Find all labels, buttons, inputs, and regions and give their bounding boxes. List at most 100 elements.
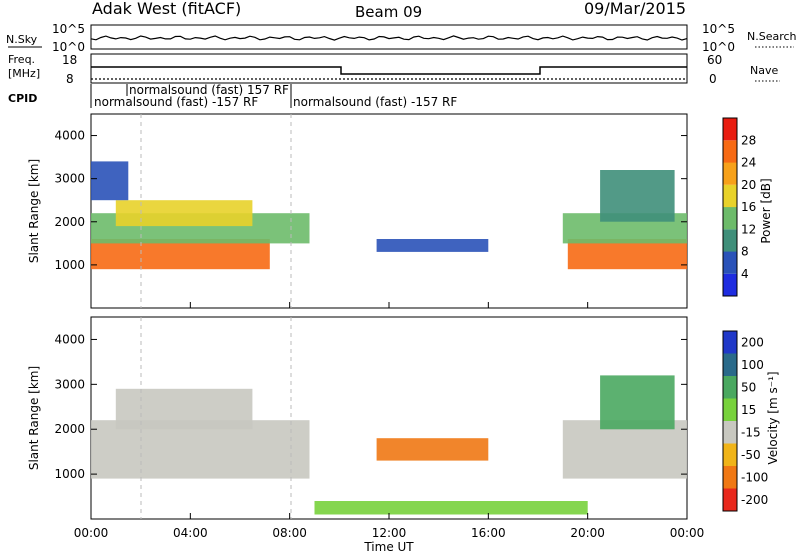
- power-cbar-swatch-2: [723, 251, 737, 274]
- power-cbar-tick-28: 28: [741, 133, 756, 147]
- x-tick-label-3: 12:00: [372, 526, 407, 540]
- freq-right-tick-bottom: 0: [709, 72, 717, 86]
- velocity-region-3: [376, 438, 489, 461]
- x-tick-label-2: 08:00: [272, 526, 307, 540]
- velocity-cbar-tick-100: 100: [741, 358, 764, 372]
- nsky-left-tick-bottom: 10^0: [52, 40, 85, 54]
- freq-right-tick-top: 60: [707, 53, 722, 67]
- velocity-region-4: [562, 420, 687, 479]
- velocity-cbar-swatch-1: [723, 331, 737, 354]
- power-cbar-swatch-4: [723, 207, 737, 230]
- power-region-6: [567, 239, 687, 270]
- power-region-1: [91, 239, 270, 270]
- power-region-8: [600, 170, 675, 222]
- x-tick-label-5: 20:00: [570, 526, 605, 540]
- nsky-label: N.Sky: [6, 33, 38, 46]
- power-panel: 1000 2000 3000 4000 Slant Range [km] 4 8 12 16…: [27, 113, 773, 309]
- power-ytick-label-1000: 1000: [54, 258, 85, 272]
- power-cbar-tick-24: 24: [741, 156, 756, 170]
- power-cbar-swatch-6: [723, 162, 737, 185]
- velocity-cbar-frame: [722, 330, 738, 512]
- power-cbar-swatch-8: [723, 118, 737, 141]
- velocity-cbar-tick-15: 15: [741, 403, 756, 417]
- nsky-panel: N.Sky 10^5 10^0 10^5 10^0 N.Search: [6, 22, 797, 54]
- velocity-region-5: [600, 375, 675, 430]
- x-tick-label-1: 04:00: [173, 526, 208, 540]
- cpid-strip: CPID normalsound (fast) 157 RF normalsou…: [8, 83, 457, 109]
- velocity-region-6: [314, 501, 588, 515]
- power-cbar-tick-4: 4: [741, 267, 749, 281]
- x-tick-label-0: 00:00: [74, 526, 109, 540]
- power-cbar-tick-20: 20: [741, 178, 756, 192]
- cpid-entry-2: normalsound (fast) -157 RF: [94, 95, 258, 109]
- nsearch-label: N.Search: [747, 30, 797, 43]
- velocity-region-2: [115, 388, 253, 430]
- velocity-cbar-tick--50: -50: [741, 448, 761, 462]
- power-ytick-label-3000: 3000: [54, 172, 85, 186]
- power-region-5: [376, 239, 489, 252]
- power-ytick-label-4000: 4000: [54, 129, 85, 143]
- velocity-cbar-tick--200: -200: [741, 493, 768, 507]
- velocity-ytick-label-1000: 1000: [54, 467, 85, 481]
- power-cbar-swatch-1: [723, 273, 737, 297]
- velocity-cbar-swatch-6: [723, 443, 737, 466]
- velocity-cbar-tick--100: -100: [741, 470, 768, 484]
- velocity-colorbar: 200 100 50 15 -15 -50 -100 -200: [722, 330, 768, 512]
- velocity-cbar-swatch-2: [723, 353, 737, 376]
- velocity-cbar-tick--15: -15: [741, 425, 761, 439]
- cpid-label: CPID: [8, 92, 37, 105]
- power-cbar-tick-8: 8: [741, 245, 749, 259]
- nsky-right-tick-bottom: 10^0: [702, 40, 735, 54]
- x-tick-label-4: 16:00: [471, 526, 506, 540]
- nsky-trace: [90, 35, 688, 41]
- power-region-4: [91, 161, 129, 201]
- freq-label-2: [MHz]: [8, 67, 40, 80]
- power-ytick-label-2000: 2000: [54, 215, 85, 229]
- x-axis-label: Time UT: [363, 540, 414, 554]
- power-cbar-swatch-3: [723, 229, 737, 252]
- velocity-cbar-swatch-5: [723, 421, 737, 444]
- power-heatmap: [91, 161, 687, 270]
- x-tick-label-6: 00:00: [670, 526, 705, 540]
- power-cbar-frame: [722, 117, 738, 297]
- power-cbar-swatch-5: [723, 184, 737, 208]
- velocity-ylabel: Slant Range [km]: [27, 366, 41, 470]
- x-axis: 00:00 04:00 08:00 12:00 16:00 20:00 00:00: [74, 302, 705, 540]
- cpid-entry-3: normalsound (fast) -157 RF: [293, 95, 457, 109]
- station-title: Adak West (fitACF): [92, 0, 241, 18]
- velocity-region-1: [91, 420, 310, 479]
- power-cbar-swatch-7: [723, 140, 737, 163]
- freq-frame: [90, 53, 688, 84]
- beam-title: Beam 09: [355, 3, 422, 21]
- velocity-cbar-swatch-4: [723, 398, 737, 421]
- velocity-heatmap: [91, 375, 687, 515]
- freq-left-tick-top: 18: [62, 53, 77, 67]
- nsky-frame: [90, 24, 688, 50]
- power-cbar-label: Power [dB]: [759, 178, 773, 243]
- velocity-cbar-label: Velocity [m s⁻¹]: [766, 371, 780, 464]
- cpid-entry-1: normalsound (fast) 157 RF: [129, 83, 289, 97]
- velocity-cbar-swatch-7: [723, 466, 737, 489]
- nave-label: Nave: [750, 64, 778, 77]
- velocity-cbar-swatch-8: [723, 488, 737, 511]
- nsky-left-tick-top: 10^5: [52, 22, 85, 36]
- date-title: 09/Mar/2015: [584, 0, 686, 18]
- freq-label-1: Freq.: [8, 53, 35, 66]
- velocity-cbar-swatch-3: [723, 376, 737, 399]
- nsky-right-tick-top: 10^5: [702, 22, 735, 36]
- freq-trace: [91, 66, 687, 75]
- freq-panel: Freq. [MHz] 18 8 60 0 Nave: [8, 53, 780, 86]
- power-cbar-tick-12: 12: [741, 222, 756, 236]
- velocity-ytick-label-2000: 2000: [54, 422, 85, 436]
- power-colorbar: 4 8 12 16 20 24 28: [722, 117, 756, 297]
- velocity-ytick-label-4000: 4000: [54, 332, 85, 346]
- velocity-ytick-label-3000: 3000: [54, 377, 85, 391]
- power-ylabel: Slant Range [km]: [27, 159, 41, 263]
- power-region-3: [115, 200, 253, 227]
- velocity-cbar-tick-200: 200: [741, 335, 764, 349]
- power-cbar-tick-16: 16: [741, 200, 756, 214]
- velocity-panel: 1000 2000 3000 4000 Slant Range [km] 200 100…: [27, 316, 780, 520]
- velocity-cbar-tick-50: 50: [741, 380, 756, 394]
- freq-left-tick-bottom: 8: [66, 72, 74, 86]
